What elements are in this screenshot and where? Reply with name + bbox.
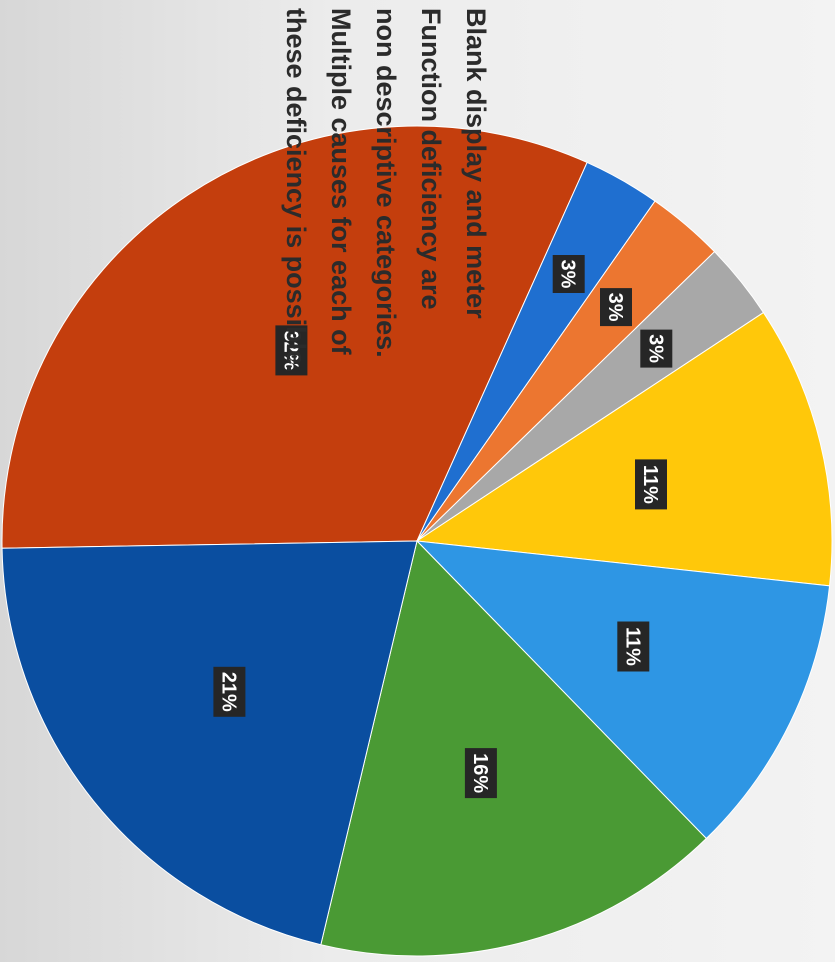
annotation-note: Blank display and meter Function deficie… xyxy=(281,8,498,448)
data-label-box xyxy=(275,325,308,376)
data-label-text: 11% xyxy=(621,627,643,666)
data-label-4: 3% xyxy=(640,329,673,368)
data-label-box xyxy=(213,666,246,717)
data-label-box xyxy=(464,748,497,799)
note-line-4: Multiple causes for each of xyxy=(326,8,356,355)
pie-slice-8 xyxy=(1,540,418,946)
pie-slice-5 xyxy=(415,311,833,587)
data-label-text: 16% xyxy=(469,753,491,793)
data-label-2: 3% xyxy=(552,255,585,293)
note-line-3: non descriptive categories. xyxy=(371,8,401,358)
pie-data-labels: 32% 3% 3% 3% 11% 11% 16% 21% xyxy=(213,255,673,799)
data-label-box xyxy=(600,288,632,327)
data-label-5: 11% xyxy=(635,459,667,510)
data-label-box xyxy=(635,459,667,510)
data-label-box xyxy=(640,329,673,368)
note-line-2: Function deficiency are xyxy=(416,8,446,310)
data-label-text: 3% xyxy=(604,293,626,322)
data-label-6: 11% xyxy=(617,621,650,672)
data-label-text: 3% xyxy=(557,260,579,289)
data-label-text: 3% xyxy=(644,334,666,363)
note-line-1: Blank display and meter xyxy=(461,8,491,319)
data-label-1: 32% xyxy=(275,325,308,376)
data-label-text: 11% xyxy=(639,465,661,504)
data-label-3: 3% xyxy=(600,288,632,327)
data-label-7: 16% xyxy=(464,748,497,799)
pie-slice-7 xyxy=(320,539,708,957)
data-label-text: 21% xyxy=(217,672,239,712)
data-label-box xyxy=(617,621,650,672)
note-line-5: these deficiency is possible. xyxy=(281,8,311,373)
data-label-text: 32% xyxy=(279,330,301,370)
pie-slice-6 xyxy=(415,540,831,840)
data-label-box xyxy=(552,255,585,293)
data-label-8: 21% xyxy=(213,666,246,717)
pie-slices xyxy=(1,125,833,957)
